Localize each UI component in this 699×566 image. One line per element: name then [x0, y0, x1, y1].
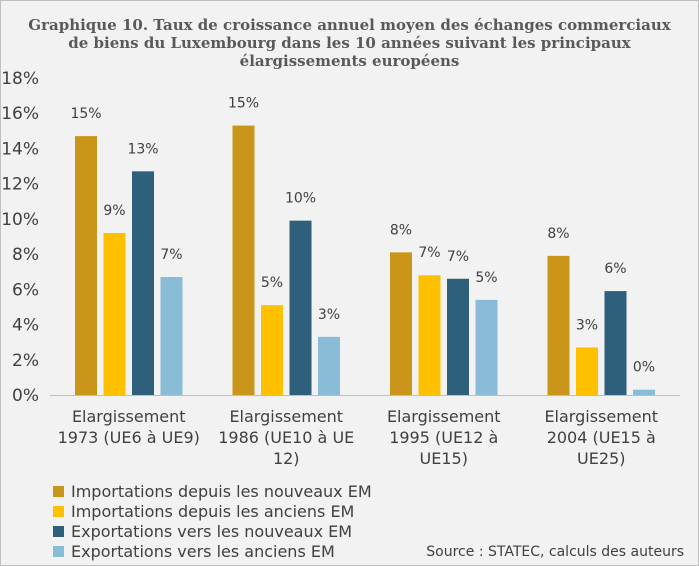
y-tick-label: 10%	[1, 210, 39, 230]
data-label: 3%	[318, 307, 340, 323]
data-label: 15%	[228, 96, 259, 112]
bar	[604, 291, 627, 395]
x-axis: Elargissement 1973 (UE6 à UE9) Elargisseme…	[50, 395, 680, 468]
data-label: 5%	[261, 275, 283, 291]
x-category-label: Elargissement 1995 (UE12 à UE15)	[387, 407, 501, 468]
bar	[475, 299, 498, 395]
legend-label: Importations depuis les nouveaux EM	[71, 481, 372, 501]
data-label: 8%	[390, 222, 412, 238]
bar	[576, 347, 598, 395]
bar	[447, 278, 469, 395]
y-tick-label: 12%	[1, 175, 39, 195]
chart-title-line: élargissements européens	[239, 52, 460, 70]
data-label: 5%	[475, 270, 497, 286]
legend-swatch	[53, 545, 64, 557]
data-labels: 15% 9% 13% 7% 15% 5% 10% 3% 8% 7% 7% 5% 8% 3% 6% 0%	[70, 96, 655, 376]
x-category-label: Elargissement 1986 (UE10 à UE 12)	[218, 407, 354, 468]
legend-swatch	[53, 485, 64, 497]
data-label: 7%	[447, 249, 469, 265]
legend-label: Importations depuis les anciens EM	[71, 501, 355, 521]
bar	[160, 277, 183, 395]
y-tick-label: 0%	[12, 386, 39, 406]
data-label: 8%	[547, 226, 569, 242]
legend-item: Importations depuis les nouveaux EM	[53, 481, 372, 501]
y-tick-label: 14%	[1, 139, 39, 159]
legend-swatch	[53, 505, 64, 517]
data-label: 3%	[576, 317, 598, 333]
x-category-label: Elargissement 2004 (UE15 à UE25)	[544, 407, 658, 468]
data-label: 13%	[127, 141, 158, 157]
bar	[289, 220, 312, 395]
bar	[75, 136, 97, 395]
bar	[547, 255, 570, 395]
data-label: 6%	[604, 261, 626, 277]
bar	[232, 125, 255, 396]
bar	[103, 232, 126, 395]
legend-item: Exportations vers les anciens EM	[53, 541, 372, 561]
legend: Importations depuis les nouveaux EM Impo…	[53, 481, 372, 561]
data-label: 9%	[103, 203, 125, 219]
chart-title-line: Graphique 10. Taux de croissance annuel …	[28, 16, 671, 34]
y-tick-label: 4%	[12, 316, 39, 336]
legend-swatch	[53, 525, 64, 537]
y-tick-label: 2%	[12, 351, 39, 371]
bar	[261, 305, 283, 395]
chart-title-line: de biens du Luxembourg dans les 10 année…	[68, 34, 631, 52]
y-tick-label: 8%	[12, 245, 39, 265]
y-tick-label: 18%	[1, 69, 39, 89]
y-tick-label: 16%	[1, 104, 39, 124]
bar	[390, 252, 412, 395]
bar	[633, 389, 655, 395]
legend-label: Exportations vers les anciens EM	[71, 541, 335, 561]
y-tick-label: 6%	[12, 280, 39, 300]
data-label: 10%	[285, 191, 316, 207]
legend-item: Importations depuis les anciens EM	[53, 501, 372, 521]
data-label: 0%	[633, 360, 655, 376]
legend-label: Exportations vers les nouveaux EM	[71, 521, 353, 541]
bar	[318, 336, 340, 395]
data-label: 15%	[70, 106, 101, 122]
bar	[132, 171, 154, 395]
chart-title: Graphique 10. Taux de croissance annuel …	[0, 16, 699, 70]
data-label: 7%	[418, 245, 440, 261]
bar	[418, 275, 441, 395]
source-note: Source : STATEC, calculs des auteurs	[426, 544, 684, 560]
bars	[75, 125, 655, 396]
y-axis: 0% 2% 4% 6% 8% 10% 12% 14% 16% 18%	[1, 69, 39, 406]
data-label: 7%	[160, 247, 182, 263]
legend-item: Exportations vers les nouveaux EM	[53, 521, 372, 541]
x-category-label: Elargissement 1973 (UE6 à UE9)	[58, 407, 200, 447]
